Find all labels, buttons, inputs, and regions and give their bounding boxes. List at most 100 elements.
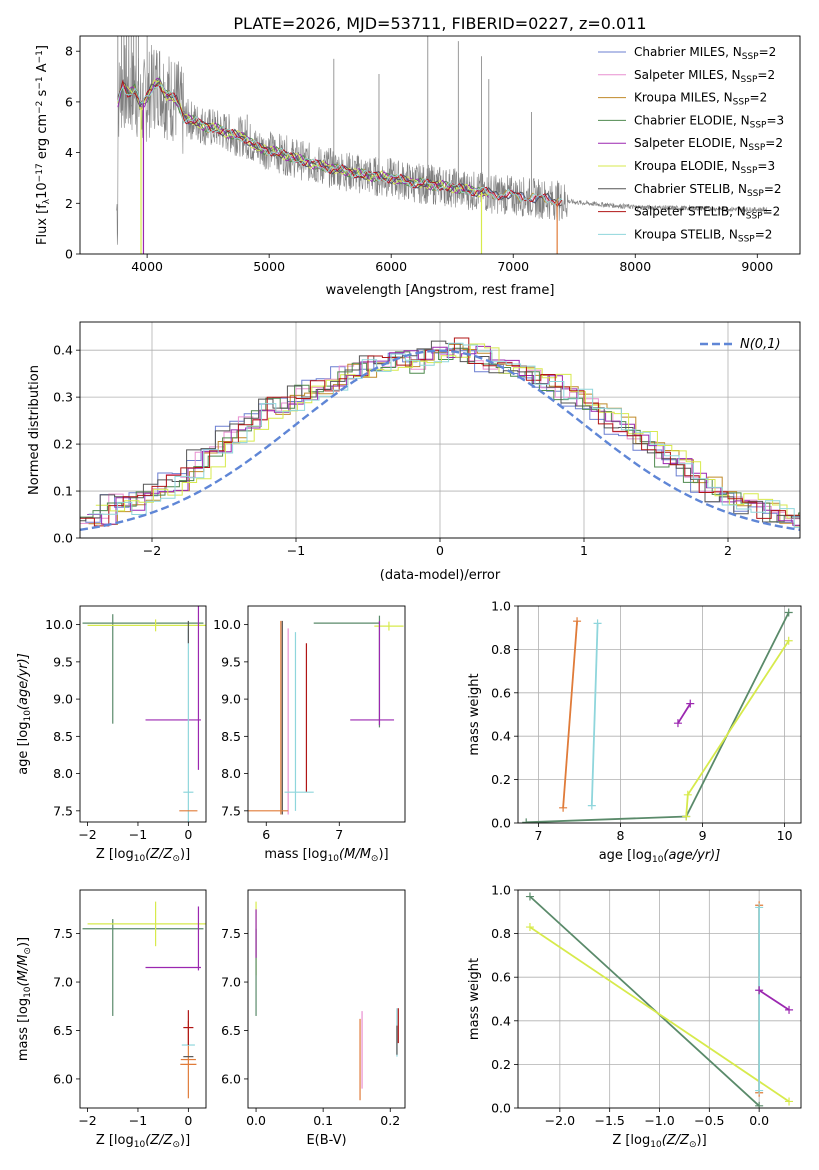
legend-label-part: Kroupa STELIB, N (634, 227, 738, 241)
age-mass-ytick-label: 8.0 (221, 766, 241, 781)
legend-label: Chabrier MILES, NSSP=2 (634, 45, 776, 62)
age-mass-xlabel-part: mass [log (264, 847, 327, 862)
weight-age-line (677, 703, 692, 724)
age-mass-ytick-label: 9.5 (221, 654, 241, 669)
weight-z-xlabel-part: 10 (650, 1140, 662, 1150)
spectrum-ylabel-part: Flux [f (35, 204, 50, 245)
legend-label-part: =2 (757, 68, 775, 82)
legend-label: Kroupa STELIB, NSSP=2 (634, 227, 772, 244)
weight-age-xlabel: age [log10(age/yr)] (599, 848, 721, 865)
weight-age-line (590, 623, 599, 806)
hist-ytick-label: 0.4 (53, 343, 73, 358)
weight-age-xlabel-part: (age/yr)] (663, 848, 720, 863)
legend-label: Salpeter STELIB, NSSP=2 (634, 205, 780, 222)
legend-label-part: Kroupa ELODIE, N (634, 159, 741, 173)
legend-label-part: SSP (741, 74, 758, 84)
legend-label: Chabrier STELIB, NSSP=2 (634, 182, 782, 199)
weight-z-xtick-label: −0.5 (694, 1113, 724, 1128)
clip-age-mass-group (248, 615, 404, 815)
hist-xlabel: (data-model)/error (380, 568, 501, 583)
legend-label-part: SSP (747, 188, 764, 198)
weight-age-ytick-label: 1.0 (491, 599, 511, 614)
hist-frame (79, 321, 801, 539)
spectrum-ylabel-part: −17 (35, 163, 45, 182)
age-z-xlabel-part: )] (180, 847, 190, 862)
mass-z-ytick-label: 7.0 (53, 975, 73, 990)
weight-age-marker (682, 812, 691, 821)
hist-legend-label-part: N(0,1) (740, 337, 781, 352)
legend-label-part: =3 (766, 113, 784, 127)
hist-ytick-label: 0.1 (53, 484, 73, 499)
weight-z-xtick-label: −1.5 (594, 1113, 624, 1128)
legend-label-part: =2 (763, 205, 781, 219)
age-z-ylabel-part: (age/yr)] (16, 653, 31, 710)
hist-step (88, 342, 800, 528)
legend-label-part: =2 (755, 227, 773, 241)
weight-age-xtick-label: 10 (777, 828, 793, 843)
age-mass-axes-bg (248, 606, 405, 822)
legend-label-part: Salpeter ELODIE, N (634, 136, 748, 150)
clip-age-z-group (82, 606, 206, 822)
age-z-xlabel: Z [log10(Z/Z⊙)] (96, 847, 190, 864)
weight-z-ytick-label: 0.8 (491, 926, 511, 941)
hist-xtick-label: −1 (287, 543, 305, 558)
mass-ebv-xtick-label: 0.1 (313, 1113, 333, 1128)
mass-ebv-xtick-label: 0.0 (246, 1113, 266, 1128)
legend-label-part: Chabrier STELIB, N (634, 182, 747, 196)
mass-z-xlabel: Z [log10(Z/Z⊙)] (96, 1133, 190, 1150)
spectrum-model-line (117, 84, 563, 206)
weight-z-xtick-label: −1.0 (644, 1113, 674, 1128)
mass-ebv-xtick-label: 0.2 (380, 1113, 400, 1128)
weight-age-marker (683, 790, 692, 799)
hist-step (80, 340, 800, 523)
weight-z-xlabel-part: (Z/Z (662, 1133, 690, 1148)
mass-z-ylabel-part: mass [log (16, 998, 31, 1061)
weight-z-xtick-label: −2.0 (545, 1113, 575, 1128)
weight-age-marker (686, 699, 695, 708)
age-z-xtick-label: −2 (78, 827, 96, 842)
spectrum-model-line (117, 75, 489, 197)
mass-ebv-axes-bg (248, 890, 405, 1108)
spectrum-model-line (117, 80, 563, 207)
spectrum-ytick-label: 8 (65, 44, 73, 59)
clip-mass-ebv-group (255, 901, 399, 1101)
spectrum-ytick-label: 0 (65, 247, 73, 262)
mass-ebv-ytick-label: 6.5 (221, 1023, 241, 1038)
spectrum-xtick-label: 9000 (741, 259, 773, 274)
spectrum-ylabel-part: λ (42, 198, 52, 204)
spectrum-ylabel-part: ] (35, 45, 50, 50)
mass-ebv-ytick-label: 7.0 (221, 975, 241, 990)
weight-age-ylabel-part: mass weight (467, 673, 482, 755)
legend-label-part: SSP (741, 166, 758, 176)
mass-z-ytick-label: 6.5 (53, 1023, 73, 1038)
hist-xlabel-part: (data-model)/error (380, 568, 501, 583)
mass-z-frame (79, 889, 207, 1109)
weight-age-marker (784, 636, 793, 645)
spectrum-ytick-label: 4 (65, 145, 73, 160)
hist-step (87, 345, 800, 526)
clip-weight-z-group (525, 892, 794, 1108)
mass-ebv-frame (247, 889, 406, 1109)
weight-age-ytick-label: 0.8 (491, 642, 511, 657)
hist-xtick-label: 0 (436, 543, 444, 558)
weight-age-axes-bg (518, 606, 801, 823)
age-z-ytick-label: 10.0 (45, 617, 73, 632)
mass-z-ytick-label: 7.5 (53, 926, 73, 941)
legend-label-part: Salpeter STELIB, N (634, 205, 746, 219)
age-z-axes-bg (80, 606, 206, 822)
hist-ylabel: Normed distribution (27, 365, 42, 495)
legend-label: Chabrier ELODIE, NSSP=3 (634, 113, 784, 130)
mass-z-xtick-label: −1 (129, 1113, 147, 1128)
weight-age-marker (522, 818, 531, 823)
hist-ylabel-part: Normed distribution (27, 365, 42, 495)
mass-ebv-xlabel-part: E(B-V) (306, 1133, 346, 1148)
weight-z-line (529, 926, 790, 1103)
legend-label: Kroupa ELODIE, NSSP=3 (634, 159, 775, 176)
weight-z-xtick-label: 0.0 (749, 1113, 769, 1128)
weight-z-line (529, 895, 760, 1107)
legend-label-part: =3 (757, 159, 775, 173)
age-z-xtick-label: 0 (184, 827, 192, 842)
weight-age-marker (587, 801, 596, 810)
hist-xtick-label: 1 (580, 543, 588, 558)
spectrum-xtick-label: 7000 (497, 259, 529, 274)
